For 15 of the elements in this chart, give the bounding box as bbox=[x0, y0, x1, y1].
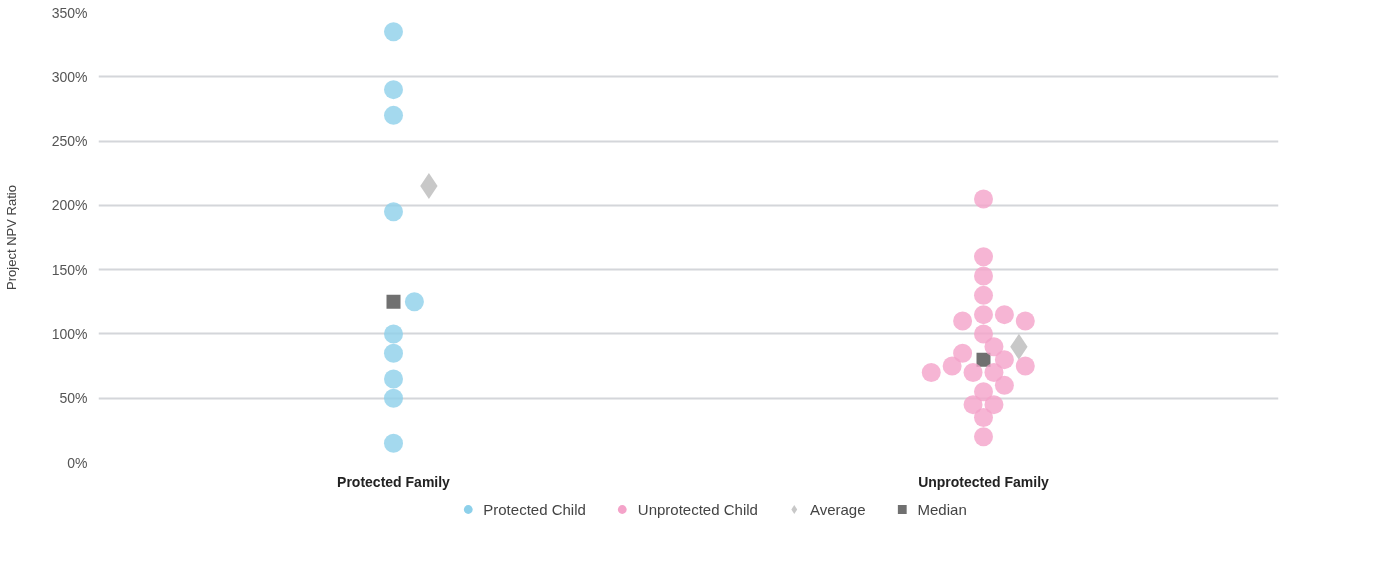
legend-label: Unprotected Child bbox=[637, 500, 758, 518]
legend-label: Protected Child bbox=[483, 500, 586, 518]
x-tick-label: Unprotected Family bbox=[918, 473, 1050, 490]
y-tick-label: 300% bbox=[51, 68, 88, 85]
x-tick-label: Protected Family bbox=[337, 473, 451, 490]
y-tick-label: 0% bbox=[67, 454, 88, 471]
legend-label: Average bbox=[809, 500, 866, 518]
y-tick-label: 50% bbox=[59, 390, 88, 407]
y-tick-label: 200% bbox=[51, 197, 88, 214]
legend-label: Median bbox=[917, 500, 967, 518]
y-tick-label: 100% bbox=[51, 325, 88, 342]
y-tick-label: 350% bbox=[51, 4, 88, 21]
y-tick-label: 150% bbox=[51, 261, 88, 278]
y-tick-label: 250% bbox=[51, 133, 88, 150]
y-axis-title: Project NPV Ratio bbox=[3, 185, 19, 290]
